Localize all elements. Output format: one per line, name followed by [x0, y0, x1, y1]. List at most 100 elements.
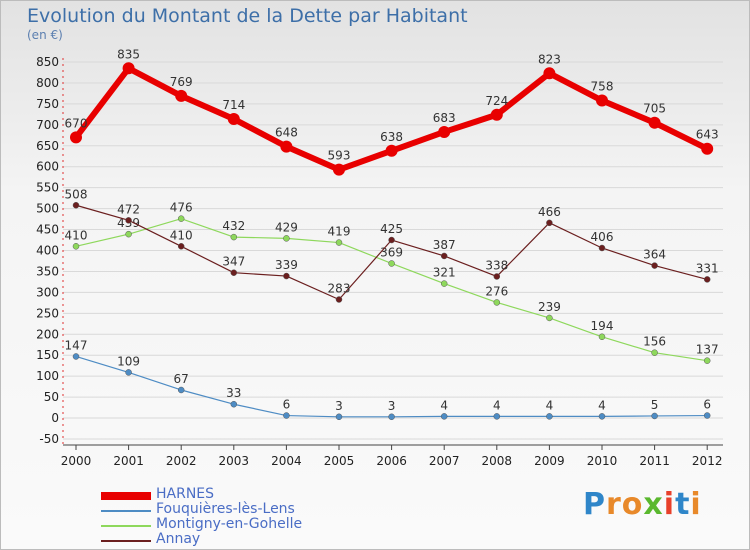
data-label-fouqui-res-l-s-lens-2003: 33: [226, 386, 241, 400]
point-fouqui-res-l-s-lens-2005: [335, 413, 343, 421]
data-label-fouqui-res-l-s-lens-2010: 4: [598, 398, 606, 412]
data-label-annay-2005: 283: [328, 282, 351, 296]
data-label-fouqui-res-l-s-lens-2012: 6: [703, 398, 711, 412]
point-annay-2000: [72, 202, 80, 209]
proxiti-logo: Proxiti: [583, 487, 702, 522]
y-tick-label-300: 300: [36, 285, 59, 299]
point-annay-2006: [388, 236, 395, 244]
y-tick-label-200: 200: [36, 327, 59, 341]
point-montigny-en-gohelle-2003: [230, 233, 238, 241]
y-tick-label-750: 750: [36, 97, 59, 111]
y-tick-label-850: 850: [36, 55, 59, 69]
data-label-harnes-2011: 705: [643, 102, 666, 116]
y-tick-label-550: 550: [36, 181, 59, 195]
point-montigny-en-gohelle-2000: [72, 243, 80, 250]
data-label-annay-2006: 425: [380, 222, 403, 236]
point-fouqui-res-l-s-lens-2012: [703, 412, 711, 419]
y-tick-label-400: 400: [36, 244, 59, 258]
point-montigny-en-gohelle-2002: [177, 215, 185, 222]
legend-swatch-annay: [101, 540, 151, 542]
data-label-harnes-2006: 638: [380, 130, 403, 144]
data-label-harnes-2000: 670: [65, 116, 88, 130]
data-label-montigny-en-gohelle-2005: 419: [328, 225, 351, 239]
data-label-annay-2012: 331: [696, 261, 719, 275]
proxiti-logo-letter: i: [690, 487, 702, 522]
data-label-harnes-2005: 593: [328, 149, 351, 163]
data-label-fouqui-res-l-s-lens-2009: 4: [546, 398, 554, 412]
x-tick-label-2007: 2007: [429, 454, 460, 468]
x-tick-label-2000: 2000: [61, 454, 92, 468]
x-tick-label-2004: 2004: [271, 454, 302, 468]
point-harnes-2003: [227, 112, 240, 125]
proxiti-logo-letter: i: [663, 487, 676, 522]
data-label-fouqui-res-l-s-lens-2002: 67: [174, 372, 189, 386]
x-tick-label-2001: 2001: [113, 454, 144, 468]
data-label-fouqui-res-l-s-lens-2004: 6: [283, 398, 291, 412]
point-fouqui-res-l-s-lens-2010: [598, 413, 606, 420]
point-harnes-2012: [701, 142, 714, 155]
legend-swatch-montigny-en-gohelle: [101, 525, 151, 527]
data-label-montigny-en-gohelle-2007: 321: [433, 266, 456, 280]
data-label-fouqui-res-l-s-lens-2005: 3: [335, 399, 343, 413]
point-fouqui-res-l-s-lens-2011: [651, 412, 658, 420]
data-label-fouqui-res-l-s-lens-2006: 3: [388, 399, 396, 413]
point-montigny-en-gohelle-2006: [388, 260, 395, 267]
point-harnes-2000: [70, 131, 82, 144]
data-label-annay-2007: 387: [433, 238, 456, 252]
y-tick-label-500: 500: [36, 202, 59, 216]
data-label-montigny-en-gohelle-2000: 410: [65, 228, 88, 242]
x-tick-label-2002: 2002: [166, 454, 197, 468]
x-tick-label-2006: 2006: [376, 454, 407, 468]
point-harnes-2005: [333, 163, 345, 176]
point-harnes-2001: [122, 62, 135, 75]
point-annay-2002: [177, 243, 185, 250]
point-annay-2008: [493, 273, 501, 280]
data-label-annay-2004: 339: [275, 258, 298, 272]
y-tick-label--50: -50: [39, 432, 59, 446]
y-tick-label-450: 450: [36, 223, 59, 237]
legend-label-annay: Annay: [156, 531, 201, 547]
data-label-harnes-2001: 835: [117, 47, 140, 61]
point-fouqui-res-l-s-lens-2004: [283, 412, 290, 419]
data-label-annay-2003: 347: [222, 255, 245, 269]
y-tick-label-50: 50: [44, 390, 59, 404]
y-tick-label-150: 150: [36, 348, 59, 362]
x-tick-label-2012: 2012: [692, 454, 723, 468]
data-label-harnes-2004: 648: [275, 126, 298, 140]
x-tick-label-2008: 2008: [482, 454, 513, 468]
data-label-annay-2010: 406: [591, 230, 614, 244]
data-label-fouqui-res-l-s-lens-2008: 4: [493, 398, 501, 412]
data-label-annay-2002: 410: [170, 228, 193, 242]
point-harnes-2006: [385, 144, 398, 157]
y-tick-label-0: 0: [51, 411, 59, 425]
point-fouqui-res-l-s-lens-2003: [230, 400, 238, 408]
data-label-harnes-2009: 823: [538, 52, 561, 66]
proxiti-logo-letter: t: [675, 487, 691, 522]
proxiti-logo-letter: r: [606, 487, 622, 522]
point-fouqui-res-l-s-lens-2007: [440, 413, 448, 420]
data-label-montigny-en-gohelle-2011: 156: [643, 335, 666, 349]
y-tick-label-100: 100: [36, 369, 59, 383]
point-montigny-en-gohelle-2007: [440, 280, 448, 287]
x-tick-label-2003: 2003: [219, 454, 250, 468]
data-label-harnes-2002: 769: [170, 75, 193, 89]
legend-swatch-fouqui-res-l-s-lens: [101, 510, 151, 512]
data-label-harnes-2012: 643: [696, 128, 719, 142]
point-harnes-2007: [438, 125, 451, 138]
data-label-harnes-2007: 683: [433, 111, 456, 125]
point-annay-2009: [546, 219, 553, 227]
data-label-fouqui-res-l-s-lens-2000: 147: [65, 338, 88, 352]
data-label-montigny-en-gohelle-2010: 194: [591, 319, 614, 333]
data-label-montigny-en-gohelle-2002: 476: [170, 201, 193, 215]
point-annay-2007: [440, 252, 448, 260]
chart-title: Evolution du Montant de la Dette par Hab…: [27, 5, 468, 27]
point-fouqui-res-l-s-lens-2008: [493, 413, 501, 420]
x-tick-label-2009: 2009: [534, 454, 565, 468]
point-harnes-2011: [648, 116, 661, 129]
x-tick-label-2005: 2005: [324, 454, 355, 468]
point-annay-2012: [703, 276, 711, 283]
data-label-annay-2008: 338: [485, 258, 508, 272]
point-annay-2003: [230, 269, 238, 276]
